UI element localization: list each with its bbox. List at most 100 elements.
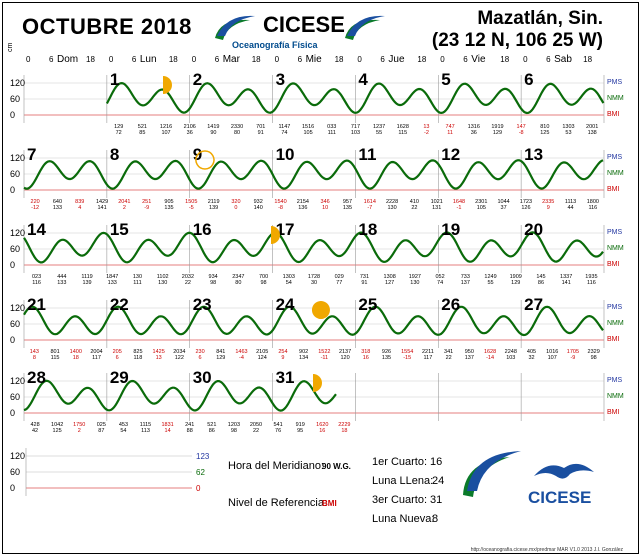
day-number: 23 [192, 295, 212, 314]
hora-meridiano-label: Hora del Meridiano: [228, 460, 324, 472]
tide-time-label: 1750 2 [67, 422, 91, 434]
tide-time-label: 839 4 [68, 199, 92, 211]
tide-row-chart [23, 225, 605, 273]
day-number: 29 [109, 368, 129, 387]
tide-height: 129 [216, 355, 226, 361]
tide-height: 72 [115, 130, 122, 136]
tide-height: 138 [587, 130, 597, 136]
tide-time: 1429 [95, 199, 109, 205]
right-label-bmi: BMI [607, 261, 620, 268]
tide-height: 91 [361, 280, 368, 286]
tide-height: -8 [278, 205, 283, 211]
mini-y-60: 60 [10, 467, 21, 477]
tide-height: 135 [164, 205, 174, 211]
tide-height: 117 [423, 355, 433, 361]
right-label-nmm: NMM [607, 245, 624, 252]
tide-height: 95 [297, 428, 304, 434]
header-hour: 18 [168, 55, 178, 64]
tide-time-label: 2034 122 [167, 349, 191, 361]
tide-height: 113 [141, 428, 150, 434]
day-number: 28 [27, 368, 46, 387]
tide-time: 541 [273, 422, 283, 428]
tide-row-chart [23, 150, 605, 198]
tide-height: 16 [362, 355, 369, 361]
tide-height: 125 [540, 130, 550, 136]
tide-height: 74 [437, 280, 444, 286]
tide-time-label: 405 32 [520, 349, 544, 361]
tide-height: 18 [72, 355, 79, 361]
tide-time: 029 [334, 274, 344, 280]
tide-time: 810 [540, 124, 550, 130]
tide-time-label: 1042 125 [45, 422, 69, 434]
tide-time: 1516 [301, 124, 315, 130]
tide-height: 107 [161, 130, 171, 136]
tide-time-label: 2330 80 [225, 124, 249, 136]
y-axis-label: 0 [10, 408, 16, 418]
luna-nueva-value: 8 [432, 513, 439, 525]
location-block: Mazatlán, Sin. (23 12 N, 106 25 W) [432, 8, 603, 52]
tide-time: 733 [460, 274, 470, 280]
tide-height: 9 [546, 205, 550, 211]
tide-height: -7 [367, 205, 373, 211]
tide-time-label: 919 95 [288, 422, 312, 434]
tide-height: 115 [50, 355, 60, 361]
tide-height: 22 [184, 280, 191, 286]
tide-time: 825 [133, 349, 143, 355]
day-number: 5 [441, 70, 451, 89]
tide-time: 1021 [430, 199, 443, 205]
tide-time-label: 2105 124 [250, 349, 274, 361]
tide-time-label: 957 135 [335, 199, 359, 211]
tide-time-label: 052 74 [428, 274, 452, 286]
tide-height: -1 [456, 205, 462, 211]
tide-height: 76 [275, 428, 282, 434]
moon-phase-icon [311, 301, 330, 319]
tide-height: 0 [234, 205, 238, 211]
tide-time: 2248 [504, 349, 517, 355]
header-weekday: Jue [388, 54, 405, 65]
day-number: 12 [441, 145, 461, 164]
header-hour: 6 [380, 55, 385, 64]
day-number: 20 [524, 220, 544, 239]
tide-time-label: 701 91 [249, 124, 273, 136]
tide-time: 934 [208, 274, 218, 280]
tide-height: 80 [233, 130, 241, 136]
tide-curve [23, 159, 604, 190]
tide-height: 116 [587, 280, 596, 286]
tide-time: 1147 [278, 124, 291, 130]
tide-height: 134 [299, 355, 309, 361]
nivel-referencia-value: BMI [322, 499, 337, 508]
luna-nueva-label: Luna Nueva: [372, 513, 435, 525]
tide-time: 2034 [173, 349, 186, 355]
tide-time: 254 [278, 349, 288, 355]
day-number: 14 [27, 220, 46, 239]
tide-time-label: 251 -9 [135, 199, 159, 211]
tide-height: 55 [487, 280, 494, 286]
header-weekday: Vie [471, 54, 486, 65]
tide-height: 105 [303, 130, 313, 136]
tide-height: 127 [385, 280, 395, 286]
cicese-logo-large [463, 451, 521, 497]
header-weekday: Sab [554, 54, 572, 65]
day-number: 17 [275, 220, 295, 239]
right-label-pms: PMS [607, 154, 623, 161]
page-title: OCTUBRE 2018 [22, 14, 192, 39]
day-number: 25 [358, 295, 378, 314]
tide-time: 145 [536, 274, 546, 280]
tide-time: 1044 [497, 199, 510, 205]
tide-curve [105, 81, 605, 115]
tide-height: 2 [77, 428, 81, 434]
tide-time-label: 2050 22 [244, 422, 268, 434]
tide-time-label: 932 140 [246, 199, 270, 211]
tide-time: 1119 [81, 274, 93, 280]
tide-time: 2106 [183, 124, 196, 130]
y-axis-label: 0 [10, 335, 16, 345]
tide-time: 2347 [232, 274, 245, 280]
y-axis-label: 120 [10, 78, 26, 88]
tide-height: 36 [470, 130, 477, 136]
tide-height: 22 [445, 355, 452, 361]
tide-time-label: 801 115 [43, 349, 67, 361]
day-number: 7 [27, 145, 37, 164]
tide-time: 1540 [274, 199, 287, 205]
tide-time-label: 129 72 [107, 124, 131, 136]
tide-height: 111 [327, 130, 336, 136]
